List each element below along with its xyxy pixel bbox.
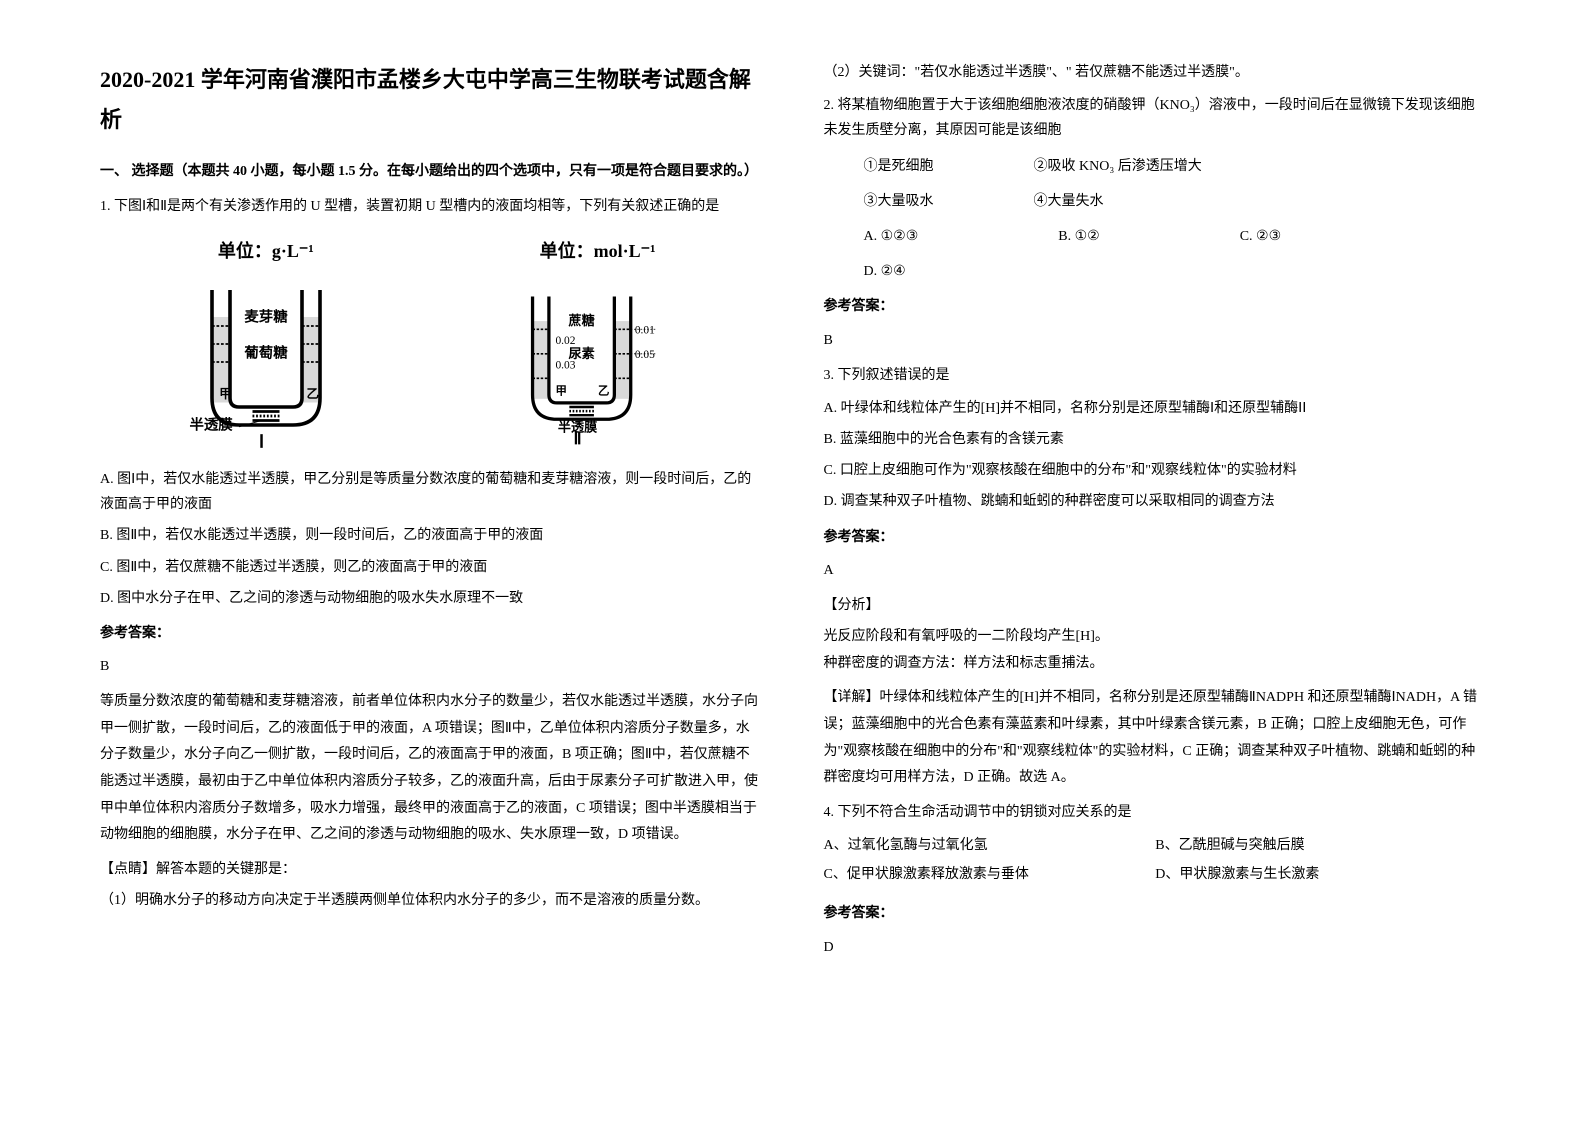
q1-stem: 1. 下图Ⅰ和Ⅱ是两个有关渗透作用的 U 型槽，装置初期 U 型槽内的液面均相等… (100, 194, 764, 219)
q3-detail-label: 【详解】 (824, 690, 880, 705)
q4-answer-label: 参考答案： (824, 901, 1488, 926)
q3-analysis-label: 【分析】 (824, 593, 1488, 618)
q4-option-c: C、促甲状腺激素释放激素与垂体 (824, 862, 1156, 887)
q2-answer: B (824, 328, 1488, 353)
q1-explanation: 等质量分数浓度的葡萄糖和麦芽糖溶液，前者单位体积内水分子的数量少，若仅水能透过半… (100, 689, 764, 849)
svg-text:葡萄糖: 葡萄糖 (243, 343, 288, 361)
q2-answer-label: 参考答案： (824, 294, 1488, 319)
u-tube-2: 蔗糖 0.02 0.01 尿素 0.03 0.05 甲 乙 半透膜 Ⅱ (508, 272, 688, 452)
q1-option-c: C. 图Ⅱ中，若仅蔗糖不能透过半透膜，则乙的液面高于甲的液面 (100, 555, 764, 580)
svg-text:0.05: 0.05 (634, 349, 654, 361)
q1-tip2: （2）关键词："若仅水能透过半透膜"、" 若仅蔗糖不能透过半透膜"。 (824, 60, 1488, 85)
q4-option-d: D、甲状腺激素与生长激素 (1155, 862, 1487, 887)
svg-text:蔗糖: 蔗糖 (567, 312, 594, 328)
svg-text:Ⅱ: Ⅱ (573, 429, 581, 448)
q3-option-a: A. 叶绿体和线粒体产生的[H]并不相同，名称分别是还原型辅酶Ⅰ和还原型辅酶ⅠⅠ (824, 396, 1488, 421)
section-header: 一、 选择题（本题共 40 小题，每小题 1.5 分。在每小题给出的四个选项中，… (100, 159, 764, 184)
q1-answer-label: 参考答案： (100, 621, 764, 646)
svg-text:甲: 甲 (219, 387, 232, 401)
q1-tip1: （1）明确水分子的移动方向决定于半透膜两侧单位体积内水分子的多少，而不是溶液的质… (100, 888, 764, 913)
q1-option-d: D. 图中水分子在甲、乙之间的渗透与动物细胞的吸水失水原理不一致 (100, 586, 764, 611)
svg-text:0.03: 0.03 (555, 359, 575, 371)
q3-stem: 3. 下列叙述错误的是 (824, 363, 1488, 388)
q2-stem: 2. 将某植物细胞置于大于该细胞细胞液浓度的硝酸钾（KNO₃）溶液中，一段时间后… (824, 93, 1488, 143)
q1-tip-label: 【点睛】解答本题的关键那是： (100, 857, 764, 882)
diagram-unit-2: 单位：mol·L⁻¹ (540, 235, 656, 267)
q2-opt3: ③大量吸水 (864, 189, 934, 214)
svg-text:乙: 乙 (306, 387, 319, 401)
svg-text:甲: 甲 (555, 385, 566, 398)
q2-opt4: ④大量失水 (1034, 189, 1104, 214)
q2-opt1: ①是死细胞 (864, 154, 934, 179)
q1-option-b: B. 图Ⅱ中，若仅水能透过半透膜，则一段时间后，乙的液面高于甲的液面 (100, 523, 764, 548)
q2-choice-c: C. ②③ (1240, 224, 1281, 249)
q2-choice-b: B. ①② (1058, 224, 1099, 249)
exam-title: 2020-2021 学年河南省濮阳市孟楼乡大屯中学高三生物联考试题含解析 (100, 60, 764, 139)
svg-text:麦芽糖: 麦芽糖 (244, 307, 288, 325)
q4-option-b: B、乙酰胆碱与突触后膜 (1155, 833, 1487, 858)
q2-choice-a: A. ①②③ (864, 224, 919, 249)
svg-text:Ⅰ: Ⅰ (259, 431, 264, 451)
q3-analysis: 光反应阶段和有氧呼吸的一二阶段均产生[H]。 种群密度的调查方法：样方法和标志重… (824, 624, 1488, 677)
q1-answer: B (100, 654, 764, 679)
q3-option-b: B. 蓝藻细胞中的光合色素有的含镁元素 (824, 427, 1488, 452)
q4-option-a: A、过氧化氢酶与过氧化氢 (824, 833, 1156, 858)
q3-answer: A (824, 558, 1488, 583)
q3-detail-text: 叶绿体和线粒体产生的[H]并不相同，名称分别是还原型辅酶ⅡNADPH 和还原型辅… (824, 690, 1477, 785)
q3-option-c: C. 口腔上皮细胞可作为"观察核酸在细胞中的分布"和"观察线粒体"的实验材料 (824, 458, 1488, 483)
svg-text:尿素: 尿素 (568, 345, 594, 361)
q2-choice-d: D. ②④ (824, 259, 1488, 284)
svg-text:乙: 乙 (598, 385, 609, 398)
q2-opt2: ②吸收 KNO₃ 后渗透压增大 (1034, 154, 1202, 179)
svg-text:半透膜: 半透膜 (189, 415, 233, 433)
q1-option-a: A. 图Ⅰ中，若仅水能透过半透膜，甲乙分别是等质量分数浓度的葡萄糖和麦芽糖溶液，… (100, 467, 764, 517)
q3-option-d: D. 调查某种双子叶植物、跳蝻和蚯蚓的种群密度可以采取相同的调查方法 (824, 489, 1488, 514)
u-tube-1: 麦芽糖 葡萄糖 甲 乙 半透膜 Ⅰ (176, 272, 356, 452)
q1-diagram: 单位：g·L⁻¹ 麦芽糖 葡萄糖 甲 乙 半透膜 Ⅰ (100, 235, 764, 452)
q3-detail: 【详解】叶绿体和线粒体产生的[H]并不相同，名称分别是还原型辅酶ⅡNADPH 和… (824, 685, 1488, 791)
q4-answer: D (824, 935, 1488, 960)
q4-stem: 4. 下列不符合生命活动调节中的钥锁对应关系的是 (824, 800, 1488, 825)
diagram-unit-1: 单位：g·L⁻¹ (218, 235, 314, 267)
q3-answer-label: 参考答案： (824, 525, 1488, 550)
svg-text:0.01: 0.01 (634, 324, 654, 336)
